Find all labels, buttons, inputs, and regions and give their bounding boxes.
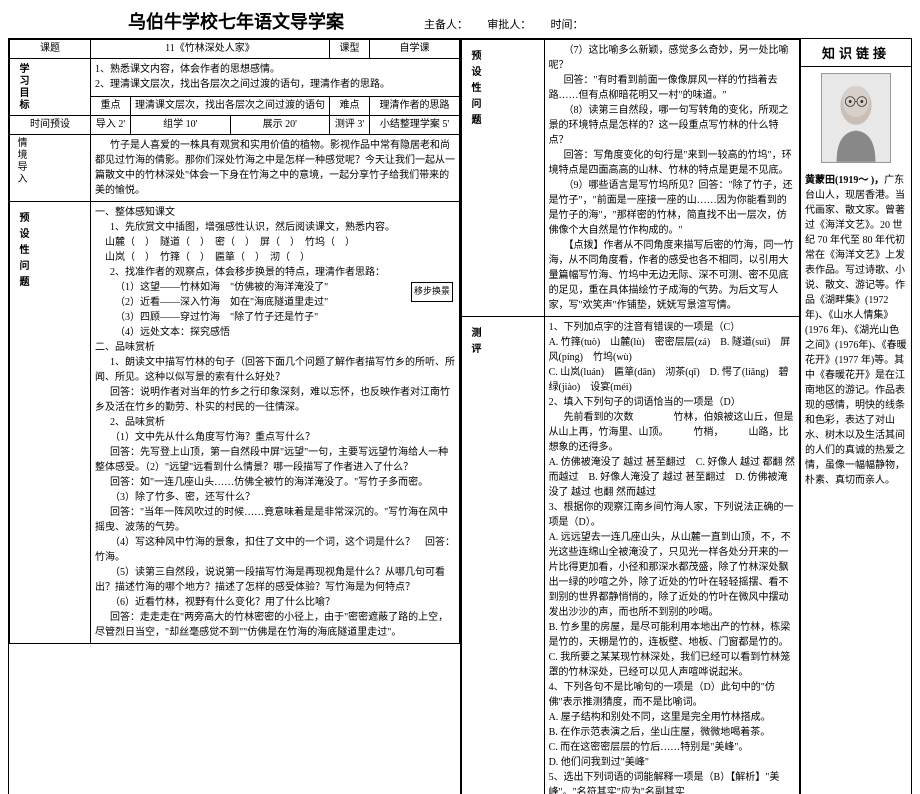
time-v0: 导入 2' bbox=[91, 116, 131, 135]
type-label: 课型 bbox=[330, 40, 370, 59]
type-value: 自学课 bbox=[370, 40, 460, 59]
focus-value: 理清课文层次，找出各层次之间过渡的语句 bbox=[131, 96, 330, 115]
box-note: 移步换景 bbox=[411, 282, 453, 302]
r-qa-label: 预设性问题 bbox=[462, 40, 545, 317]
course-title: 11《竹林深处人家》 bbox=[91, 40, 330, 59]
sidebar-bio: 黄蒙田(1919～ )，广东台山人，现居香港。当代画家、散文家。曾著过《海洋文艺… bbox=[801, 169, 911, 492]
page-title: 乌伯牛学校七年语文导学案 bbox=[128, 8, 344, 34]
qa-label: 预设性问题 bbox=[10, 202, 91, 644]
test-content: 1、下列加点字的注音有错误的一项是（C） A. 竹箨(tuò) 山麓(lù) 密… bbox=[544, 317, 799, 794]
portrait-image bbox=[821, 73, 891, 163]
time-v3: 测评 3' bbox=[330, 116, 370, 135]
diff-value: 理清作者的思路 bbox=[370, 96, 460, 115]
sidebar-title: 知识链接 bbox=[801, 39, 911, 67]
intro-text: 竹子是人喜爱的一株具有观赏和实用价值的植物。影视作品中常有隐居老和尚都见过竹海的… bbox=[91, 135, 460, 202]
r-qa-content: （7）这比喻多么新颖，感觉多么奇妙，另一处比喻呢？ 回答："有时看到前面一像像屏… bbox=[544, 40, 799, 317]
focus-label: 重点 bbox=[91, 96, 131, 115]
time-v4: 小结整理学案 5' bbox=[370, 116, 460, 135]
course-label: 课题 bbox=[10, 40, 91, 59]
time-v1: 组学 10' bbox=[131, 116, 231, 135]
test-label: 测评 bbox=[462, 317, 545, 794]
time-label: 时间预设 bbox=[10, 116, 91, 135]
objectives: 1、熟悉课文内容，体会作者的思想感情。 2、理清课文层次，找出各层次之间过渡的语… bbox=[91, 59, 460, 97]
time-v2: 展示 20' bbox=[230, 116, 330, 135]
header-meta: 主备人： 审批人： 时间： bbox=[424, 16, 584, 32]
sidebar: 知识链接 黄蒙田(1919～ )，广东台山人，现居香港。当代画家、散文家。曾著过… bbox=[801, 39, 911, 794]
obj-label: 学习目标 bbox=[10, 59, 91, 116]
intro-label: 情境导入 bbox=[10, 135, 91, 202]
diff-label: 难点 bbox=[330, 96, 370, 115]
qa-content: 一、整体感知课文 1、先欣赏文中插图，增强感性认识，然后阅读课文，熟悉内容。 山… bbox=[91, 202, 460, 644]
